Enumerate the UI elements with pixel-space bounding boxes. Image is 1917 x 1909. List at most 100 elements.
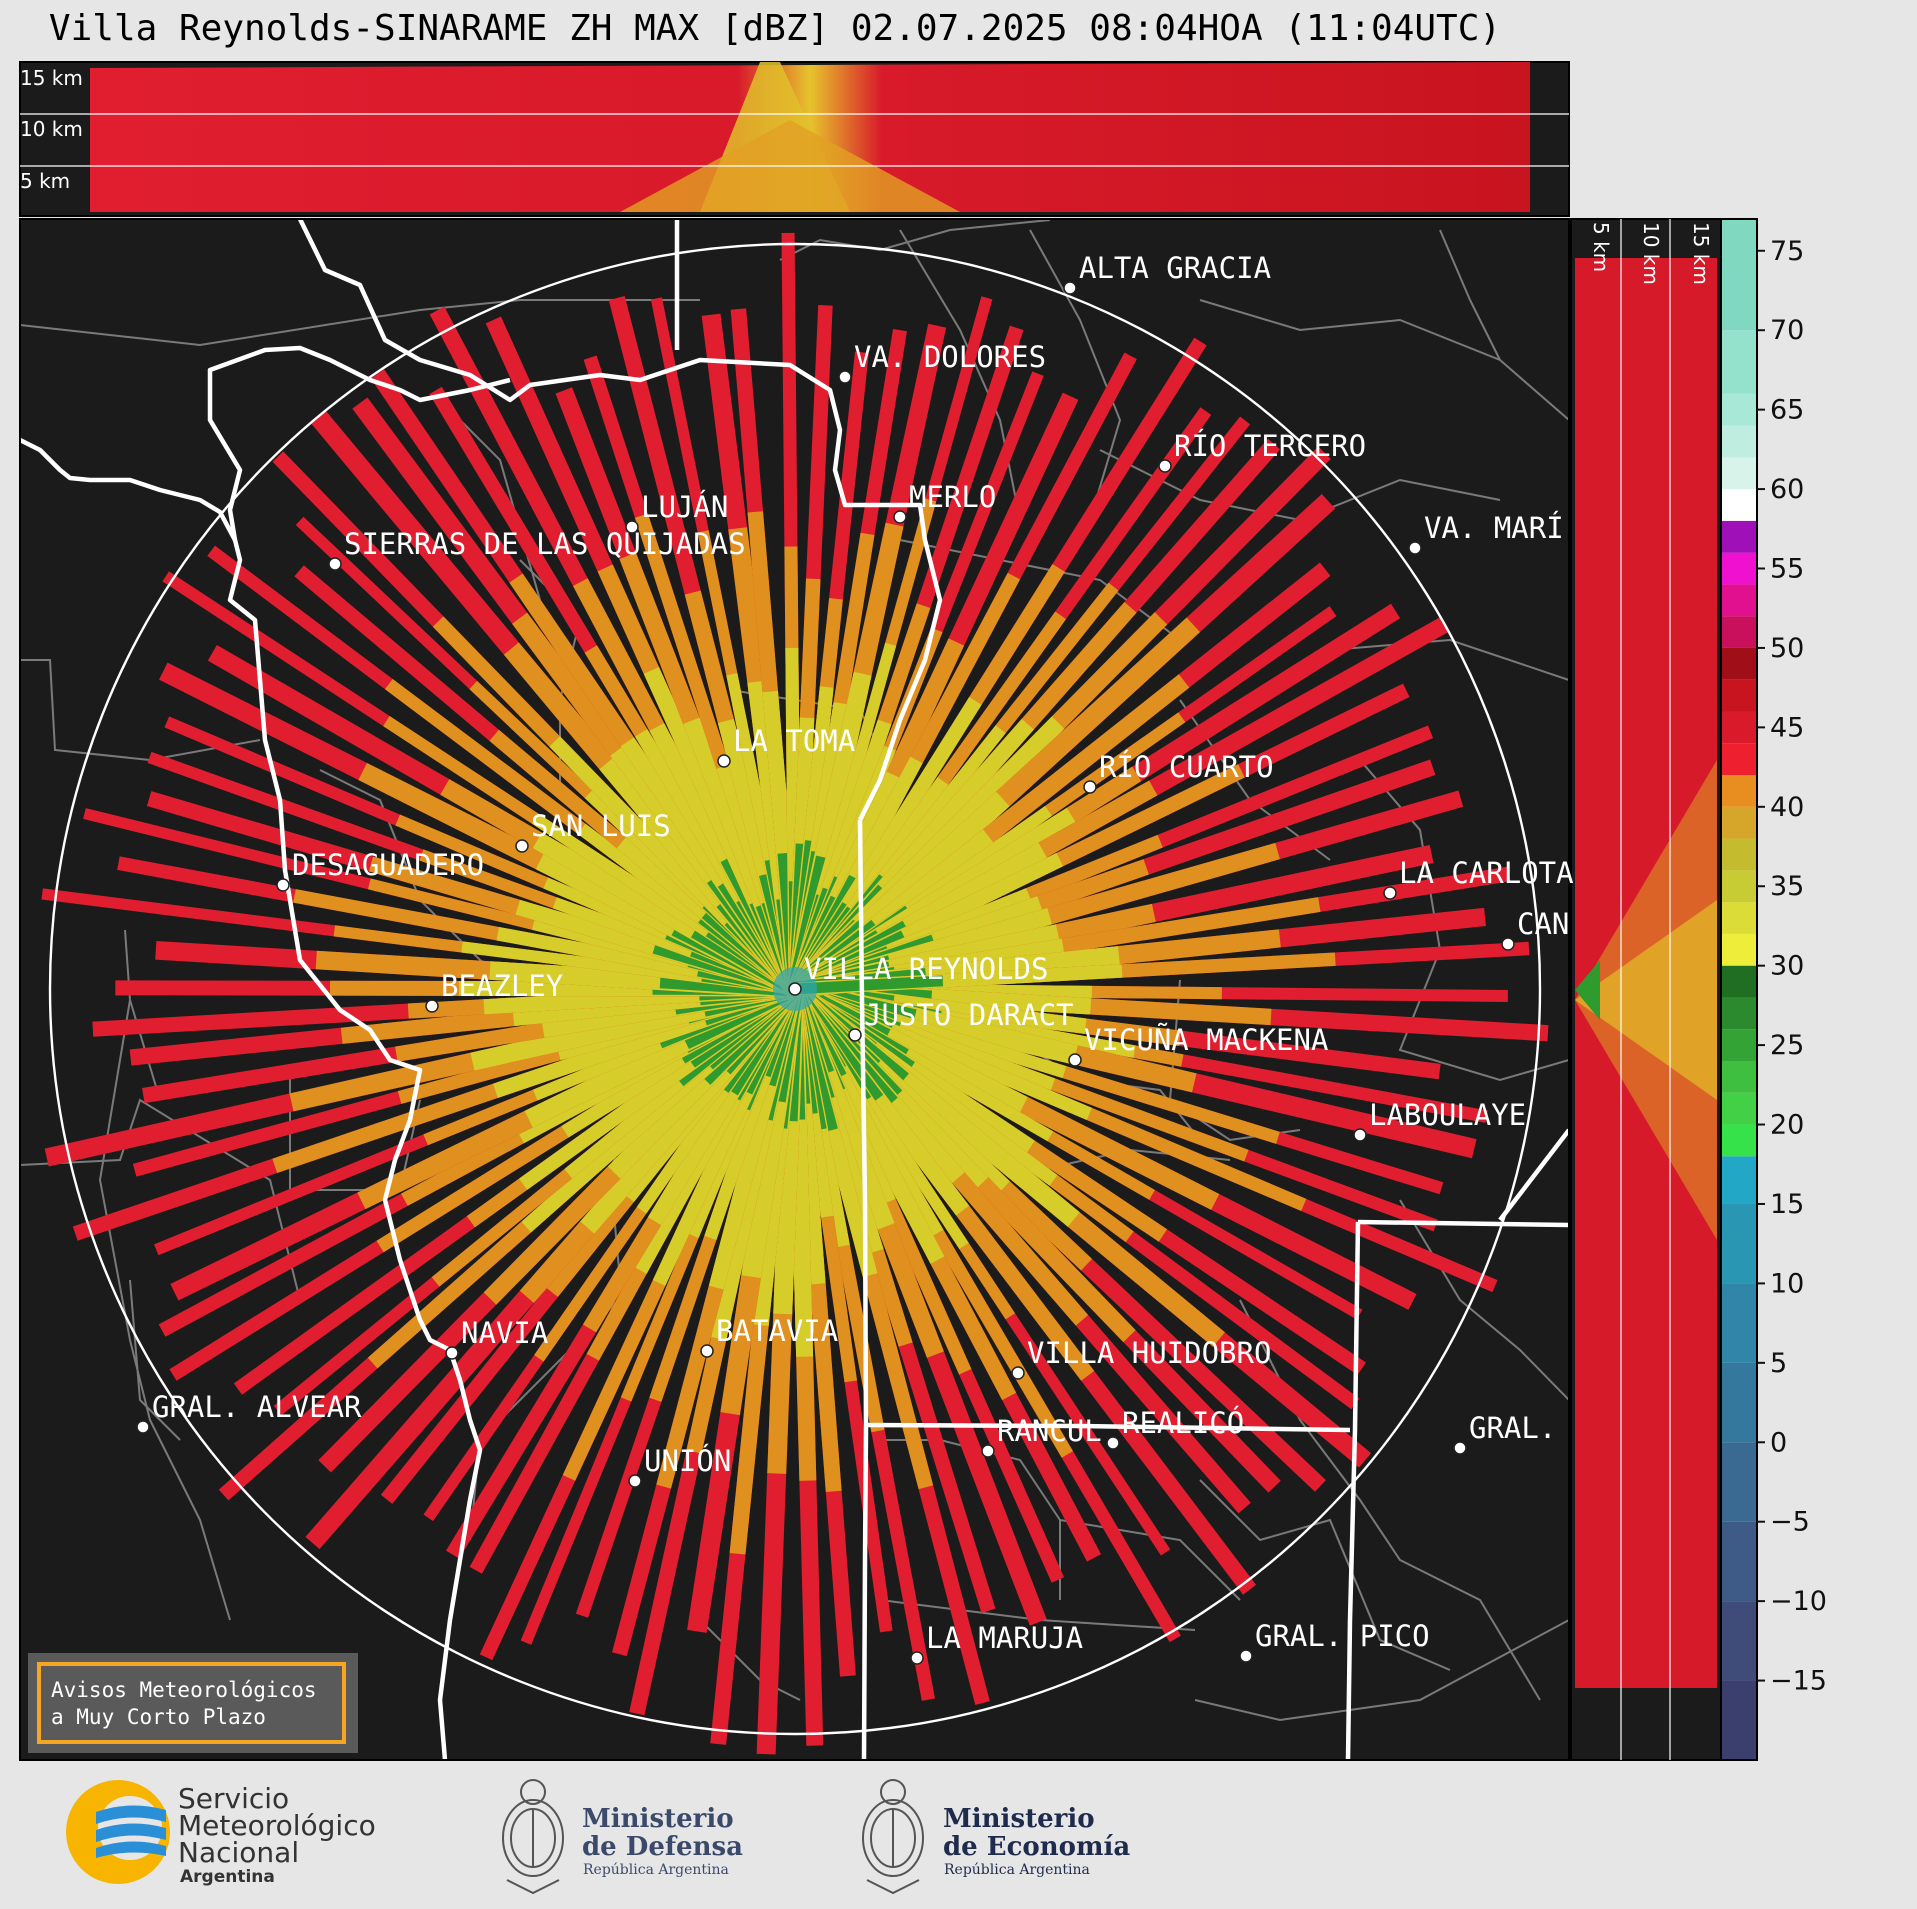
radar-echo-rays <box>41 232 1549 1755</box>
place-marker: REALICÓ <box>1106 1406 1244 1450</box>
place-marker: CAN <box>1501 907 1569 951</box>
place-marker: BEAZLEY <box>425 969 563 1013</box>
colorbar-tick-label: −5 <box>1770 1507 1810 1538</box>
place-dot-icon <box>1063 281 1077 295</box>
colorbar-tick-label: −15 <box>1770 1666 1827 1697</box>
place-label: LUJÁN <box>641 490 728 524</box>
place-dot-icon <box>425 999 439 1013</box>
place-label: VICUÑA MACKENA <box>1084 1023 1328 1057</box>
place-label: VILLA HUIDOBRO <box>1027 1336 1271 1370</box>
place-marker: RÍO CUARTO <box>1083 750 1274 794</box>
economia-line1: Ministerio <box>943 1804 1095 1834</box>
smn-line3: Nacional <box>178 1836 299 1869</box>
place-label: VILLA REYNOLDS <box>804 952 1048 986</box>
place-dot-icon <box>893 510 907 524</box>
top-panel-label-5km: 5 km <box>20 169 70 193</box>
top-panel-label-10km: 10 km <box>20 117 83 141</box>
place-label: GRAL. ALVEAR <box>152 1390 362 1424</box>
place-marker: VA. MARÍ <box>1408 511 1564 555</box>
side-panel-label-10km: 10 km <box>1639 222 1663 285</box>
colorbar-tick-label: 70 <box>1770 315 1804 346</box>
place-label: REALICÓ <box>1122 1406 1244 1440</box>
place-marker: VA. DOLORES <box>838 340 1046 384</box>
place-dot-icon <box>788 982 802 996</box>
smn-line2: Meteorológico <box>178 1809 376 1842</box>
colorbar-tick-label: 65 <box>1770 395 1804 426</box>
place-dot-icon <box>838 370 852 384</box>
colorbar-tick-label: −10 <box>1770 1586 1827 1617</box>
place-marker: LUJÁN <box>625 490 728 534</box>
smn-logo: Servicio Meteorológico Nacional Argentin… <box>66 1780 376 1887</box>
smn-line1: Servicio <box>178 1782 289 1815</box>
colorbar-tick-label: 0 <box>1770 1427 1787 1458</box>
place-marker: SAN LUIS <box>515 809 671 853</box>
colorbar-tick-label: 10 <box>1770 1268 1804 1299</box>
place-label: JUSTO DARACT <box>864 998 1074 1032</box>
place-label: RÍO CUARTO <box>1099 750 1274 784</box>
place-dot-icon <box>328 557 342 571</box>
place-marker: VILLA REYNOLDS <box>788 952 1048 996</box>
place-label: LABOULAYE <box>1369 1098 1526 1132</box>
colorbar-tick-label: 75 <box>1770 236 1804 267</box>
economia-line3: República Argentina <box>944 1862 1090 1878</box>
coat-of-arms-icon <box>502 1779 564 1895</box>
place-dot-icon <box>1501 937 1515 951</box>
place-dot-icon <box>1239 1649 1253 1663</box>
place-dot-icon <box>1383 886 1397 900</box>
place-label: BATAVIA <box>716 1314 838 1348</box>
place-marker: LABOULAYE <box>1353 1098 1526 1142</box>
place-dot-icon <box>1106 1436 1120 1450</box>
place-marker: SIERRAS DE LAS QUIJADAS <box>328 527 746 571</box>
province-borders <box>20 219 1569 1760</box>
warning-box-line1: Avisos Meteorológicos <box>51 1678 317 1702</box>
place-dot-icon <box>515 839 529 853</box>
top-panel-label-15km: 15 km <box>20 66 83 90</box>
ministerio-defensa-logo: Ministerio de Defensa República Argentin… <box>502 1779 743 1895</box>
top-panel-echo <box>90 62 1530 212</box>
colorbar-tick-label: 45 <box>1770 712 1804 743</box>
colorbar-tick-label: 25 <box>1770 1030 1804 1061</box>
warning-box[interactable]: Avisos Meteorológicos a Muy Corto Plazo <box>28 1653 358 1753</box>
place-label: GRAL. PICO <box>1255 1619 1430 1653</box>
colorbar-tick-label: 50 <box>1770 633 1804 664</box>
place-markers: ALTA GRACIA VA. DOLORES RÍO TERCERO MERLO LU… <box>136 251 1574 1665</box>
place-marker: RANCUL <box>981 1414 1102 1458</box>
defensa-line1: Ministerio <box>582 1804 734 1834</box>
place-label: LA CARLOTA <box>1399 856 1574 890</box>
place-label: DESAGUADERO <box>292 848 484 882</box>
colorbar-tick-label: 55 <box>1770 554 1804 585</box>
colorbar-tick-label: 35 <box>1770 871 1804 902</box>
place-label: LA TOMA <box>733 724 855 758</box>
place-label: ALTA GRACIA <box>1079 251 1271 285</box>
place-marker: LA TOMA <box>717 724 855 768</box>
place-dot-icon <box>1453 1441 1467 1455</box>
place-marker: RÍO TERCERO <box>1158 429 1366 473</box>
place-dot-icon <box>445 1346 459 1360</box>
top-cross-section-panel: 15 km 10 km 5 km <box>19 61 1570 217</box>
place-dot-icon <box>276 878 290 892</box>
place-label: GRAL. <box>1469 1411 1556 1445</box>
smn-line4: Argentina <box>180 1867 275 1887</box>
place-label: MERLO <box>909 480 996 514</box>
place-marker: LA MARUJA <box>910 1621 1083 1665</box>
colorbar-tick-label: 5 <box>1770 1348 1787 1379</box>
place-dot-icon <box>1408 541 1422 555</box>
place-marker: VICUÑA MACKENA <box>1068 1023 1328 1067</box>
coat-of-arms-icon <box>862 1779 924 1895</box>
place-marker: GRAL. <box>1453 1411 1556 1455</box>
colorbar-tick-label: 60 <box>1770 474 1804 505</box>
place-label: UNIÓN <box>644 1444 731 1478</box>
range-ring <box>48 242 1542 1736</box>
place-marker: LA CARLOTA <box>1383 856 1574 900</box>
economia-line2: de Economía <box>943 1832 1130 1862</box>
radar-map <box>19 218 1570 1761</box>
place-dot-icon <box>1068 1053 1082 1067</box>
place-dot-icon <box>625 520 639 534</box>
place-label: NAVIA <box>461 1316 548 1350</box>
place-dot-icon <box>1158 459 1172 473</box>
place-label: LA MARUJA <box>926 1621 1083 1655</box>
place-dot-icon <box>981 1444 995 1458</box>
side-panel-label-5km: 5 km <box>1589 222 1613 272</box>
defensa-line2: de Defensa <box>582 1832 743 1862</box>
colorbar-tick-label: 15 <box>1770 1189 1804 1220</box>
